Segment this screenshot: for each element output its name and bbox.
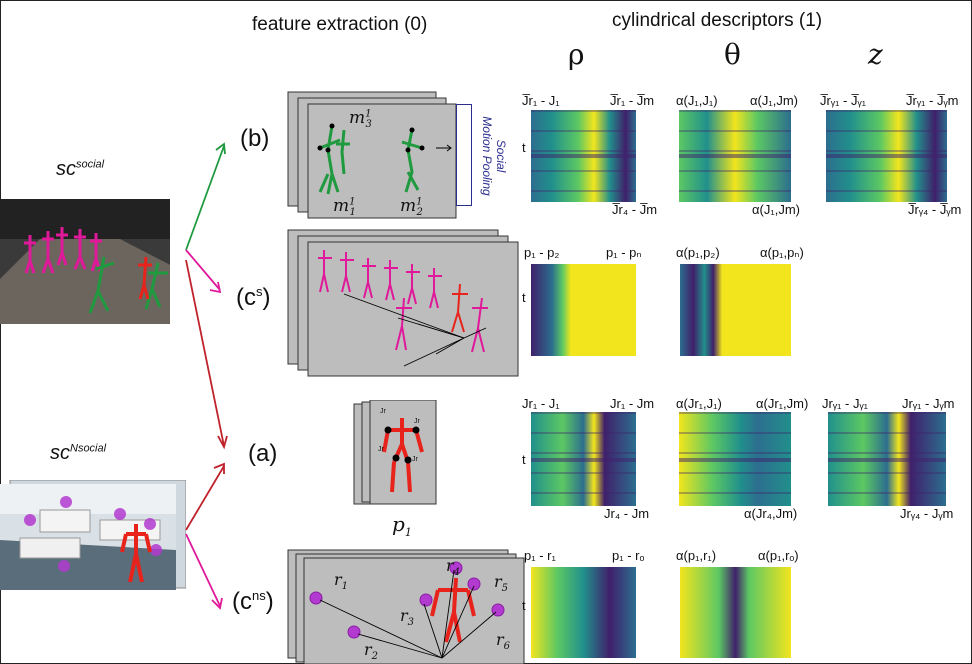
feature-extraction-header: feature extraction (0) [252, 14, 428, 35]
social-scene-label: scsocial [56, 158, 105, 180]
branch-b-label: (b) [240, 125, 270, 152]
cs-rho-top-left: p₁ - p₂ [524, 245, 560, 260]
panel-b-frames [287, 91, 457, 219]
b-rho-heatmap [531, 110, 636, 202]
panel-cns-frames [287, 549, 525, 664]
cns-rho-top-left: p₁ - r₁ [524, 548, 556, 563]
b-theta-top-left: α(J₁,J₁) [676, 93, 718, 108]
b-z-top-right: J̅rᵧ₁ - J̅ᵧm [906, 93, 959, 108]
b-theta-bottom-right: α(J₁,Jm) [752, 202, 801, 217]
cns-rho-top-right: p₁ - rₒ [612, 548, 645, 563]
b-z-heatmap [826, 110, 947, 202]
a-rho-bottom-right: Jr₄ - Jm [604, 506, 650, 521]
cs-rho-heatmap [531, 264, 636, 356]
panel-a-frames [353, 400, 437, 505]
nsocial-scene-stack [0, 480, 186, 590]
social-motion-pooling-label: Social Motion Pooling [480, 116, 508, 196]
joint-label-1: Jr [380, 408, 386, 415]
b-rho-top-right: J̅r₁ - J̅m [610, 93, 655, 108]
a-theta-top-right: α(Jr₁,Jm) [756, 396, 809, 411]
b-theta-top-right: α(J₁,Jm) [750, 93, 799, 108]
r5-label: r5 [494, 572, 509, 595]
r1-label: r1 [334, 570, 349, 593]
b-rho-top-left: J̅r₁ - J₁ [522, 93, 560, 108]
b-rho-bottom-right: J̅r₄ - J̅m [612, 202, 658, 217]
cs-theta-top-right: α(p₁,pₙ) [760, 245, 804, 260]
cns-time-label: t [522, 598, 526, 613]
r2-label: r2 [364, 640, 379, 663]
a-z-top-right: Jrᵧ₁ - Jᵧm [902, 396, 955, 411]
m2-label: m12 [400, 196, 423, 219]
p1-label: p1 [392, 512, 412, 539]
cs-rho-top-right: p₁ - pₙ [606, 245, 642, 260]
a-time-label: t [522, 452, 526, 467]
branch-a-label: (a) [248, 440, 278, 467]
z-header: z [868, 38, 883, 71]
a-rho-top-left: Jr₁ - J₁ [522, 396, 560, 411]
a-z-top-left: Jrᵧ₁ - Jᵧ₁ [822, 396, 869, 411]
theta-header: θ [724, 38, 741, 71]
b-time-label: t [522, 140, 526, 155]
joint-label-4: Jr [412, 456, 418, 463]
cns-rho-heatmap [531, 567, 636, 658]
m1-label: m11 [333, 196, 356, 219]
social-motion-pooling-box [456, 104, 472, 206]
panel-cs-frames [287, 229, 519, 377]
b-theta-heatmap [679, 110, 791, 202]
b-z-bottom-right: J̅rᵧ₄ - J̅ᵧm [908, 202, 962, 217]
rho-header: ρ [568, 38, 585, 71]
joint-label-3: Jr [378, 446, 384, 453]
social-scene-image [0, 199, 170, 324]
nsocial-scene-label: scNsocial [50, 442, 107, 464]
branch-arrows [185, 142, 228, 610]
social-scene-stack [0, 199, 170, 324]
r3-label: r3 [400, 606, 415, 629]
cylindrical-descriptors-header: cylindrical descriptors (1) [612, 10, 823, 31]
cs-theta-top-left: α(p₁,p₂) [676, 245, 720, 260]
joint-label-2: Jr [414, 418, 420, 425]
a-rho-heatmap [531, 412, 636, 506]
a-z-bottom-right: Jrᵧ₄ - Jᵧm [900, 506, 954, 521]
a-theta-top-left: α(Jr₁,J₁) [676, 396, 722, 411]
cns-theta-top-left: α(p₁,r₁) [676, 548, 717, 563]
cs-theta-heatmap [680, 264, 791, 356]
b-z-top-left: J̅rᵧ₁ - J̅ᵧ₁ [820, 93, 867, 108]
branch-cs-label: (cs) [236, 284, 271, 311]
m3-label: m13 [349, 108, 372, 131]
branch-cns-label: (cns) [232, 588, 274, 615]
cns-theta-top-right: α(p₁,rₒ) [758, 548, 799, 563]
a-theta-bottom-right: α(Jr₄,Jm) [744, 506, 798, 521]
nsocial-scene-image [0, 480, 186, 590]
a-z-heatmap [828, 412, 946, 506]
r4-label: r4 [446, 556, 461, 579]
a-theta-heatmap [679, 412, 791, 506]
cns-theta-heatmap [680, 567, 791, 658]
a-rho-top-right: Jr₁ - Jm [610, 396, 655, 411]
cs-time-label: t [522, 290, 526, 305]
r6-label: r6 [496, 630, 511, 653]
